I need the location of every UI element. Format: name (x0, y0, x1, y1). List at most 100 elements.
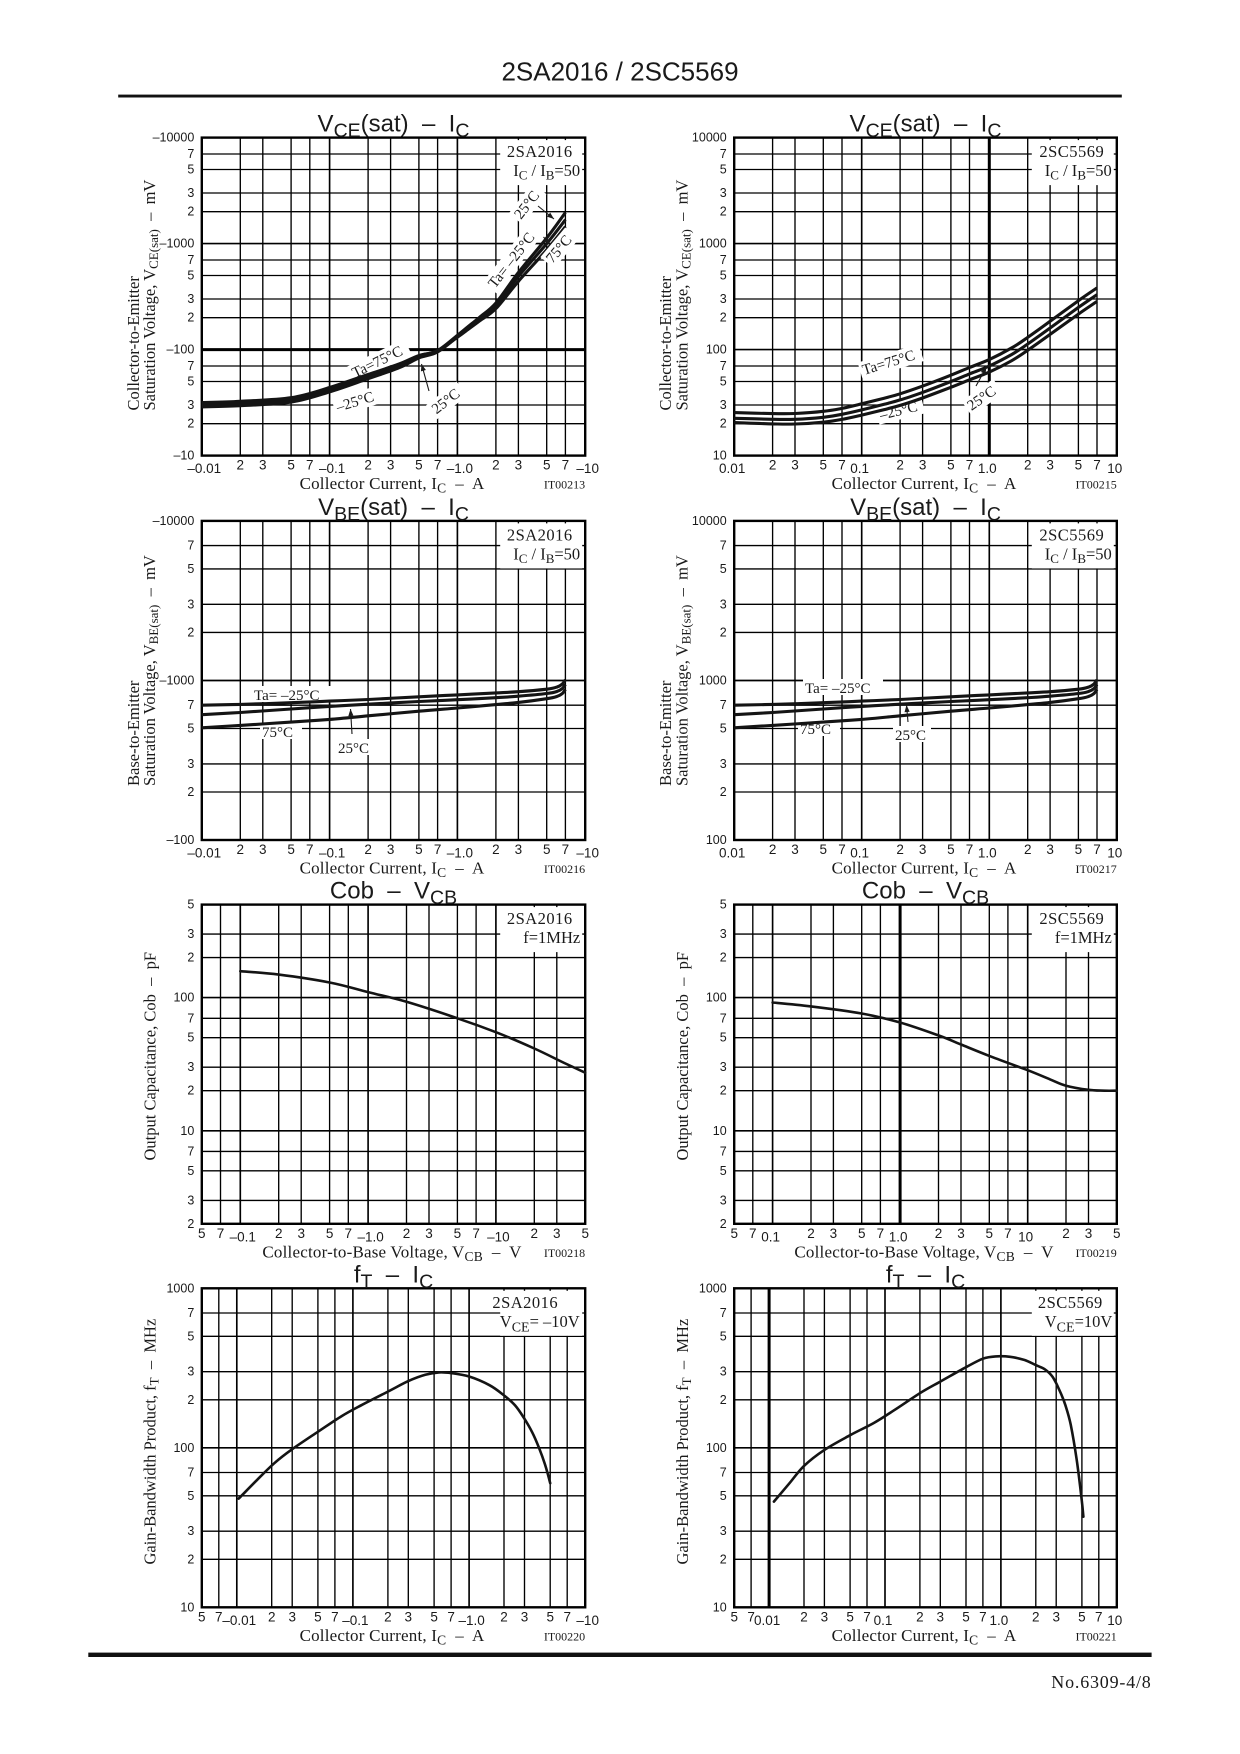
svg-text:5: 5 (1113, 1226, 1121, 1241)
svg-text:Collector Current, IC – A: Collector Current, IC – A (832, 474, 1017, 496)
svg-text:–0.1: –0.1 (230, 1229, 256, 1244)
svg-text:3: 3 (821, 1609, 829, 1624)
svg-text:7: 7 (720, 698, 727, 712)
svg-text:2: 2 (492, 458, 500, 473)
svg-text:7: 7 (187, 1144, 194, 1158)
svg-text:2: 2 (187, 951, 194, 965)
svg-text:3: 3 (830, 1226, 838, 1241)
svg-text:7: 7 (187, 147, 194, 161)
svg-text:7: 7 (306, 842, 314, 857)
svg-text:–10: –10 (487, 1229, 510, 1244)
svg-text:3: 3 (425, 1226, 433, 1241)
svg-text:7: 7 (720, 1306, 727, 1320)
svg-text:2: 2 (187, 1393, 194, 1407)
svg-text:10: 10 (713, 449, 727, 463)
svg-text:5: 5 (846, 1609, 854, 1624)
svg-text:5: 5 (187, 1164, 194, 1178)
svg-text:IT00213: IT00213 (544, 478, 585, 492)
svg-text:IC / IB=50: IC / IB=50 (513, 161, 580, 183)
svg-text:1.0: 1.0 (990, 1613, 1009, 1628)
svg-text:2: 2 (237, 458, 245, 473)
svg-text:0.01: 0.01 (719, 461, 745, 476)
svg-text:5: 5 (720, 1031, 727, 1045)
svg-text:Base-to-Emitter: Base-to-Emitter (124, 680, 143, 786)
svg-text:25°C: 25°C (895, 728, 926, 744)
svg-text:100: 100 (706, 343, 727, 357)
svg-text:3: 3 (720, 1060, 727, 1074)
svg-text:3: 3 (187, 1193, 194, 1207)
svg-text:VCE(sat) – IC: VCE(sat) – IC (850, 111, 1002, 143)
svg-text:VCE=10V: VCE=10V (1045, 1312, 1113, 1336)
svg-text:5: 5 (543, 458, 551, 473)
svg-text:5: 5 (187, 1031, 194, 1045)
svg-text:2: 2 (896, 458, 904, 473)
svg-text:0.1: 0.1 (850, 846, 869, 861)
svg-text:–1000: –1000 (160, 237, 195, 251)
svg-text:3: 3 (791, 842, 799, 857)
svg-text:5: 5 (287, 458, 295, 473)
svg-text:2: 2 (187, 1552, 194, 1566)
svg-text:10000: 10000 (692, 514, 727, 528)
svg-text:7: 7 (187, 539, 194, 553)
svg-text:f=1MHz: f=1MHz (1055, 928, 1112, 947)
svg-text:0.1: 0.1 (874, 1613, 893, 1628)
svg-text:Collector Current, IC – A: Collector Current, IC – A (300, 859, 485, 881)
svg-text:5: 5 (820, 458, 828, 473)
svg-text:Base-to-Emitter: Base-to-Emitter (656, 680, 675, 786)
svg-text:2: 2 (187, 311, 194, 325)
svg-text:3: 3 (297, 1226, 305, 1241)
svg-text:5: 5 (720, 1164, 727, 1178)
svg-text:Collector-to-Base Voltage, VCB: Collector-to-Base Voltage, VCB – V (794, 1242, 1054, 1264)
svg-text:2: 2 (187, 205, 194, 219)
svg-text:2: 2 (807, 1226, 815, 1241)
svg-text:2: 2 (720, 1217, 727, 1231)
svg-text:3: 3 (187, 927, 194, 941)
svg-text:3: 3 (937, 1609, 945, 1624)
svg-text:10: 10 (1107, 461, 1122, 476)
svg-text:7: 7 (720, 147, 727, 161)
svg-text:–10000: –10000 (153, 514, 195, 528)
svg-text:–0.1: –0.1 (342, 1613, 368, 1628)
svg-text:5: 5 (187, 562, 194, 576)
svg-text:5: 5 (198, 1226, 206, 1241)
svg-text:5: 5 (546, 1609, 554, 1624)
svg-text:100: 100 (173, 1441, 194, 1455)
svg-text:2: 2 (492, 842, 500, 857)
svg-text:–1.0: –1.0 (357, 1229, 383, 1244)
svg-text:IC / IB=50: IC / IB=50 (1045, 544, 1112, 566)
svg-text:2: 2 (268, 1609, 276, 1624)
svg-text:5: 5 (187, 1489, 194, 1503)
svg-text:No.6309-4/8: No.6309-4/8 (1051, 1672, 1151, 1692)
svg-text:2SA2016: 2SA2016 (492, 1293, 558, 1312)
svg-text:–100: –100 (166, 343, 194, 357)
svg-text:–1.0: –1.0 (447, 461, 473, 476)
svg-text:7: 7 (720, 539, 727, 553)
svg-text:10: 10 (1107, 1613, 1122, 1628)
svg-text:1000: 1000 (699, 1281, 727, 1295)
svg-text:2: 2 (364, 842, 372, 857)
svg-text:10: 10 (1107, 846, 1122, 861)
svg-text:7: 7 (863, 1609, 871, 1624)
svg-text:2SA2016 / 2SC5569: 2SA2016 / 2SC5569 (501, 57, 738, 87)
svg-text:Collector Current, IC – A: Collector Current, IC – A (832, 1626, 1017, 1648)
svg-text:5: 5 (720, 1329, 727, 1343)
svg-text:2: 2 (275, 1226, 283, 1241)
svg-text:2SA2016: 2SA2016 (507, 909, 573, 928)
svg-text:7: 7 (1093, 458, 1101, 473)
svg-text:2: 2 (1032, 1609, 1040, 1624)
svg-text:3: 3 (187, 1524, 194, 1538)
svg-text:3: 3 (1046, 842, 1054, 857)
svg-text:–1.0: –1.0 (447, 846, 473, 861)
svg-text:IT00216: IT00216 (544, 862, 585, 876)
svg-text:5: 5 (314, 1609, 322, 1624)
svg-text:3: 3 (187, 597, 194, 611)
svg-text:Saturation Voltage, VCE(sat): Saturation Voltage, VCE(sat) – mV (673, 180, 694, 411)
svg-text:3: 3 (515, 458, 523, 473)
svg-text:2: 2 (187, 1084, 194, 1098)
svg-text:5: 5 (730, 1609, 738, 1624)
svg-text:5: 5 (720, 1489, 727, 1503)
svg-text:2: 2 (720, 311, 727, 325)
svg-text:1000: 1000 (166, 1281, 194, 1295)
svg-text:5: 5 (581, 1226, 589, 1241)
svg-text:3: 3 (187, 292, 194, 306)
